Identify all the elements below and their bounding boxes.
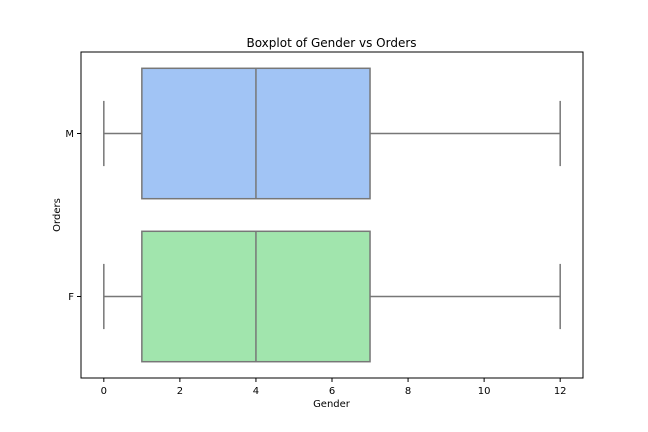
x-tick-label: 8 — [405, 386, 411, 397]
y-axis-label: Orders — [52, 198, 63, 232]
chart-title: Boxplot of Gender vs Orders — [246, 36, 416, 50]
box-group-f — [103, 230, 561, 363]
y-tick-label: M — [65, 129, 74, 140]
y-axis: MF — [65, 129, 81, 303]
x-tick-label: 12 — [554, 386, 567, 397]
x-tick-label: 2 — [177, 386, 183, 397]
x-axis: 0 2 4 6 8 10 12 — [101, 378, 567, 397]
x-tick-label: 0 — [101, 386, 107, 397]
x-axis-label: Gender — [313, 399, 351, 410]
boxes-layer — [103, 67, 561, 363]
x-tick-label: 6 — [329, 386, 335, 397]
x-tick-label: 4 — [253, 386, 259, 397]
y-tick-label: F — [68, 292, 74, 303]
box-group-m — [103, 67, 561, 200]
x-tick-label: 10 — [478, 386, 491, 397]
